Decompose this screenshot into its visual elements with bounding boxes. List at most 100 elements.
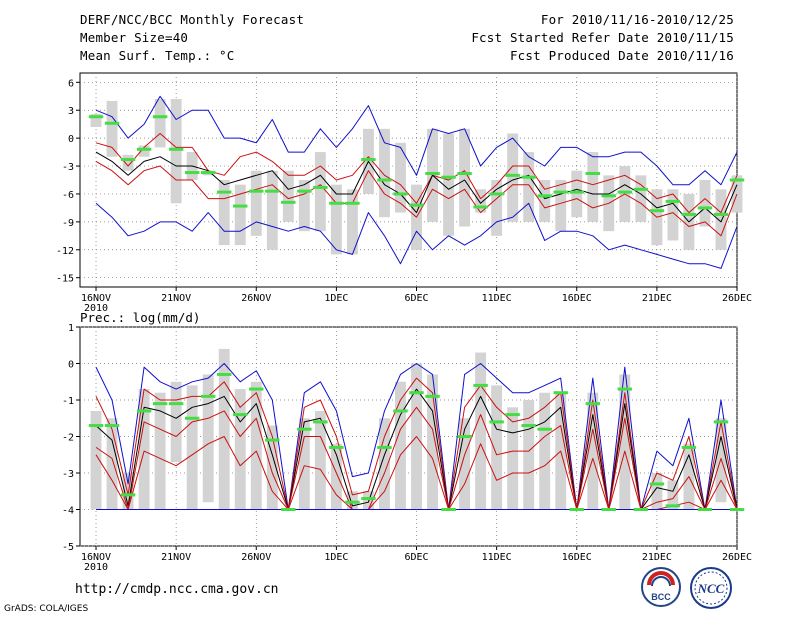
temperature-marker [537,194,552,198]
precipitation-box [459,418,471,510]
temperature-box [459,128,471,227]
precipitation-marker [265,438,280,442]
precipitation-marker [553,391,568,395]
temperature-ytick-label: 3 [68,106,74,117]
temperature-marker [409,203,424,207]
precipitation-xtick-label: 6DEC [404,552,428,563]
fcst-produced-date: Fcst Produced Date 2010/11/16 [509,48,734,63]
precipitation-box [539,392,551,510]
precipitation-marker [713,420,729,424]
precipitation-box [170,381,182,463]
temperature-box [346,189,358,255]
precipitation-box [90,410,102,510]
temperature-marker [681,212,697,216]
temperature-marker [184,171,200,175]
precipitation-marker [377,445,392,449]
temperature-marker [441,175,456,179]
precipitation-marker [441,508,456,511]
temperature-marker [601,194,617,198]
member-size: Member Size=40 [80,30,189,45]
precipitation-series-lower [95,436,738,510]
temperature-marker [136,147,152,151]
temperature-marker [569,190,584,194]
temperature-ytick-label: -12 [56,246,74,257]
temperature-marker [168,147,184,151]
temperature-marker [553,190,568,194]
temperature-marker [649,209,665,213]
precipitation-marker [329,445,344,449]
temperature-box [491,180,503,236]
temperature-box [507,133,519,222]
precipitation-box [138,389,150,510]
temperature-xtick-label: 11DEC [482,293,512,304]
precipitation-xtick-label: 1DEC [324,552,348,563]
temperature-ytick-label: -6 [62,190,74,201]
precipitation-marker [281,508,296,511]
precipitation-marker [249,387,264,391]
temperature-xtick-label: 1DEC [324,293,348,304]
precipitation-xtick-label: 16NOV [81,552,111,563]
temperature-series-median [95,151,738,223]
temperature-marker [377,178,392,182]
precipitation-year-label: 2010 [84,562,108,573]
temperature-box [90,113,102,127]
precipitation-marker [393,409,408,413]
precipitation-xtick-label: 16DEC [562,552,592,563]
temperature-box [266,170,278,250]
precipitation-box [106,418,118,510]
precipitation-xtick-label: 26DEC [722,552,752,563]
temperature-ytick-label: -9 [62,218,74,229]
precipitation-marker [184,416,200,420]
temperature-xtick-label: 26NOV [241,293,271,304]
precipitation-marker [297,427,312,431]
fcst-started-date: Fcst Started Refer Date 2010/11/15 [471,30,734,45]
precipitation-marker [168,402,184,406]
precipitation-marker [457,435,472,438]
precipitation-box [362,491,374,510]
temperature-xtick-label: 16NOV [81,293,111,304]
precip-panel-title: Prec.: log(mm/d) [80,310,200,325]
temperature-box [154,99,166,148]
precipitation-marker [617,387,633,391]
temperature-marker [457,171,472,175]
temperature-marker [617,190,633,194]
temperature-box [234,184,246,246]
precipitation-marker [665,504,681,508]
temperature-marker [217,190,232,194]
temperature-box [106,100,118,157]
temperature-marker [313,185,328,189]
precipitation-marker [489,420,504,424]
bcc-logo: BCC [641,567,681,607]
precipitation-marker [569,508,584,511]
temperature-xtick-label: 21NOV [161,293,191,304]
temperature-box [635,175,647,222]
chart-title: DERF/NCC/BCC Monthly Forecast [80,12,305,27]
temperature-marker [713,212,729,216]
precipitation-marker [601,508,617,511]
temperature-box [571,170,583,218]
temperature-marker [120,158,136,162]
precipitation-marker [729,508,745,511]
precipitation-marker [88,424,104,428]
precipitation-box [507,407,519,510]
temperature-box [443,133,455,236]
website-url[interactable]: http://cmdp.ncc.cma.gov.cn [75,582,279,597]
temperature-series-q_upper [95,133,738,214]
temperature-ytick-label: 0 [68,134,74,145]
precipitation-xtick-label: 26NOV [241,552,271,563]
ncc-logo-text: NCC [697,581,725,596]
precipitation-marker [649,482,665,486]
precipitation-box [314,410,326,510]
precipitation-marker [585,402,600,406]
precipitation-box [250,381,262,510]
precipitation-ytick-label: -5 [62,542,74,553]
precipitation-marker [409,391,424,395]
forecast-period: For 2010/11/16-2010/12/25 [540,12,734,27]
precipitation-marker [537,427,552,431]
precipitation-box [218,348,230,510]
temperature-box [523,152,535,222]
variable-label: Mean Surf. Temp.: °C [80,48,235,63]
precipitation-box [427,374,438,510]
precipitation-box [330,443,342,510]
precipitation-xtick-label: 21DEC [642,552,672,563]
